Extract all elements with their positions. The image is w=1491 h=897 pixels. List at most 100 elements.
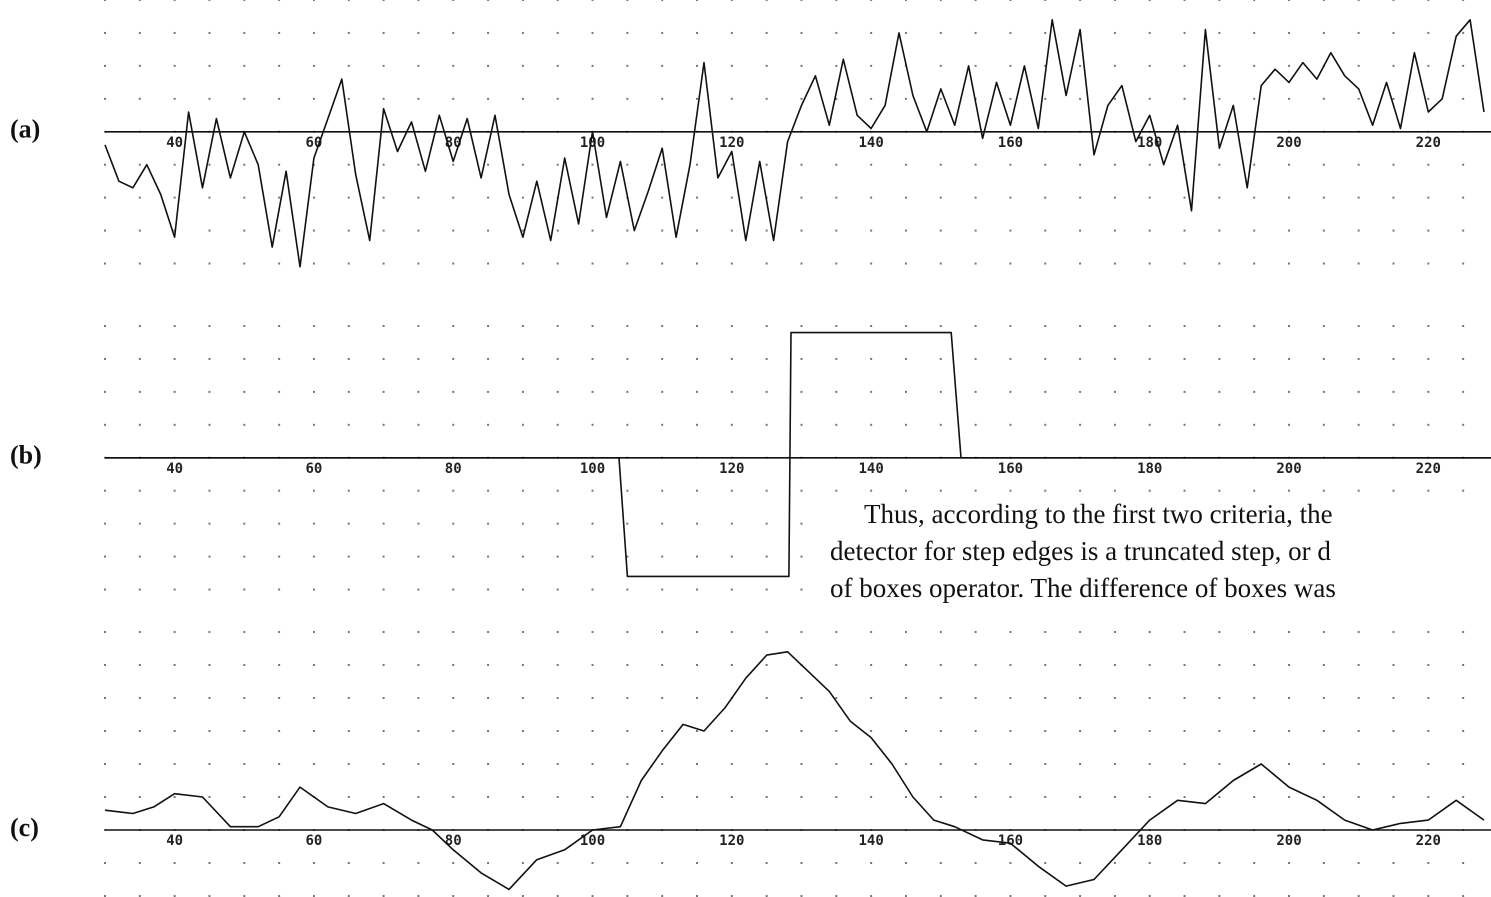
grid-dot [138,522,141,525]
grid-dot [1253,730,1256,732]
grid-dot [696,555,699,558]
grid-dot [1044,196,1047,199]
grid-dot [487,262,490,265]
grid-dot [104,0,106,1]
x-tick-label: 100 [580,461,605,477]
grid-dot [556,763,559,765]
grid-dot [1218,262,1221,265]
grid-dot [104,64,106,67]
grid-dot [104,97,106,100]
grid-dot [765,895,768,897]
grid-dot [1427,489,1430,492]
grid-dot [1322,697,1325,699]
grid-dot [1113,262,1116,265]
grid-dot [800,730,803,732]
grid-dot [278,522,281,525]
grid-dot [243,423,246,426]
grid-dot [1357,423,1360,426]
grid-dot [243,64,246,67]
grid-dot [696,64,699,67]
grid-dot [312,163,315,166]
grid-dot [1462,895,1465,897]
grid-dot [626,423,629,426]
grid-dot [1183,390,1186,393]
grid-dot [1113,763,1116,765]
grid-dot [800,697,803,699]
x-tick-label: 200 [1276,135,1301,151]
x-tick-label: 180 [1137,461,1162,477]
grid-dot [347,390,350,393]
grid-dot [591,763,594,765]
grid-dot [661,664,664,666]
grid-dot [1113,631,1116,633]
grid-dot [800,262,803,265]
grid-dot [835,325,838,327]
grid-dot [835,390,838,393]
grid-dot [417,555,420,558]
text-line: detector for step edges is a truncated s… [830,536,1331,566]
grid-dot [382,196,385,199]
grid-dot [1288,163,1291,166]
grid-dot [556,262,559,265]
grid-dot [1218,631,1221,633]
grid-dot [1288,196,1291,199]
grid-dot [487,196,490,199]
grid-dot [696,97,699,100]
grid-dot [312,262,315,265]
grid-dot [696,357,699,360]
grid-dot [417,895,420,897]
grid-dot [904,664,907,666]
grid-dot [730,796,733,798]
grid-dot [243,229,246,232]
grid-dot [417,631,420,633]
grid-dot [1462,357,1465,360]
grid-dot [661,763,664,765]
grid-dot [1079,423,1082,426]
grid-dot [765,423,768,426]
grid-dot [730,588,733,591]
grid-dot [1288,423,1291,426]
grid-dot [243,730,246,732]
grid-dot [347,664,350,666]
grid-dot [1253,196,1256,199]
grid-dot [556,697,559,699]
grid-dot [730,664,733,666]
grid-dot [800,588,803,591]
grid-dot [1392,229,1395,232]
grid-dot [696,325,699,327]
grid-dot [765,64,768,67]
grid-dot [974,796,977,798]
grid-dot [1044,390,1047,393]
grid-dot [870,862,873,864]
grid-dot [730,423,733,426]
grid-dot [1357,357,1360,360]
grid-dot [591,31,594,34]
grid-dot [243,196,246,199]
grid-dot [1427,763,1430,765]
grid-dot [243,522,246,525]
grid-dot [1253,390,1256,393]
grid-dot [208,631,211,633]
grid-dot [104,895,106,897]
grid-dot [730,357,733,360]
grid-dot [696,229,699,232]
grid-dot [1322,196,1325,199]
grid-dot [382,262,385,265]
grid-dot [208,588,211,591]
grid-dot [417,763,420,765]
grid-dot [487,796,490,798]
grid-dot [487,862,490,864]
grid-dot [1392,0,1395,1]
grid-dot [1183,325,1186,327]
grid-dot [138,489,141,492]
x-tick-label: 120 [719,833,744,849]
grid-dot [521,357,524,360]
grid-dot [1148,895,1151,897]
grid-dot [1462,862,1465,864]
grid-dot [1392,390,1395,393]
grid-dot [312,390,315,393]
panel-label: (b) [10,441,42,470]
grid-dot [1009,357,1012,360]
grid-dot [974,64,977,67]
grid-dot [1148,423,1151,426]
